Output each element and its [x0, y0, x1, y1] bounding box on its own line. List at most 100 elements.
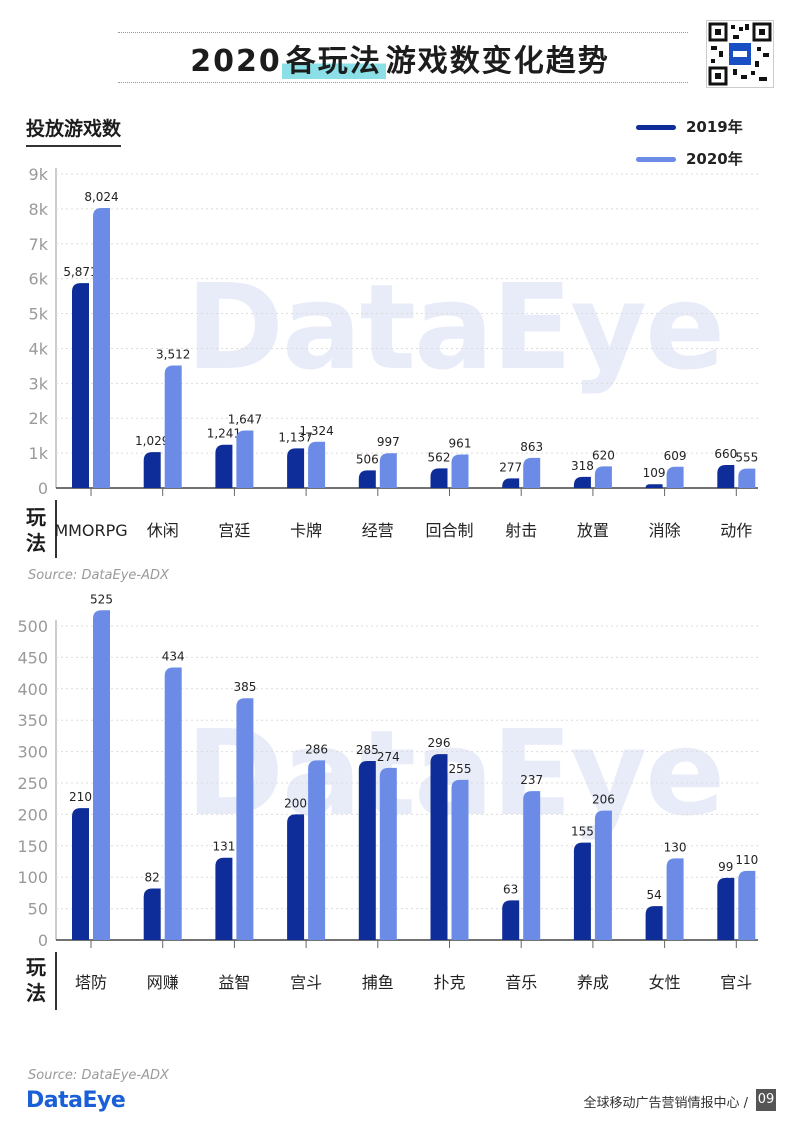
- y-tick-label: 5k: [29, 305, 49, 324]
- data-label: 99: [718, 860, 733, 874]
- data-label: 863: [520, 440, 543, 454]
- data-label: 1,241: [207, 427, 241, 441]
- data-label: 286: [305, 742, 328, 756]
- category-axis-label-top: 玩法: [26, 505, 46, 555]
- x-tick-label: 动作: [720, 521, 752, 540]
- data-label: 237: [520, 773, 543, 787]
- x-tick-label: 经营: [362, 521, 394, 540]
- data-label: 296: [428, 736, 451, 750]
- data-label: 206: [592, 793, 615, 807]
- bar-2019: [645, 484, 663, 488]
- bar-2019: [430, 754, 448, 940]
- y-tick-label: 300: [17, 743, 48, 762]
- header-rule-top: [118, 32, 688, 33]
- x-tick-label: 塔防: [75, 973, 107, 992]
- data-label: 961: [449, 436, 472, 450]
- source-note-top: Source: DataEye-ADX: [28, 568, 169, 583]
- x-tick-label: 休闲: [147, 521, 179, 540]
- y-tick-label: 100: [17, 868, 48, 887]
- y-tick-label: 350: [17, 711, 48, 730]
- source-note-bottom: Source: DataEye-ADX: [28, 1068, 169, 1083]
- bar-2019: [215, 444, 233, 488]
- data-label: 1,137: [278, 430, 312, 444]
- y-tick-label: 500: [17, 617, 48, 636]
- bar-2020: [666, 858, 684, 940]
- bar-2020: [523, 457, 541, 488]
- bar-2019: [430, 468, 448, 488]
- data-label: 130: [664, 840, 687, 854]
- title-rest: 游戏数变化趋势: [385, 44, 610, 79]
- data-label: 318: [571, 459, 594, 473]
- x-tick-label: 消除: [649, 521, 681, 540]
- bar-2020: [594, 810, 612, 940]
- header-rule-bottom: [118, 82, 688, 83]
- bar-2020: [164, 365, 182, 488]
- y-tick-label: 200: [17, 805, 48, 824]
- bar-2019: [358, 761, 376, 940]
- bar-2019: [717, 464, 735, 488]
- x-tick-label: 放置: [577, 521, 609, 540]
- bar-2020: [451, 454, 469, 488]
- bar-2020: [379, 767, 397, 940]
- x-tick-label: 音乐: [505, 973, 537, 992]
- legend-swatch-2019: [636, 125, 676, 130]
- data-label: 562: [428, 450, 451, 464]
- bar-2019: [143, 452, 161, 488]
- bar-2020: [594, 466, 612, 488]
- bar-2019: [143, 888, 161, 940]
- bar-2020: [236, 430, 254, 488]
- bar-2020: [666, 466, 684, 488]
- bar-2020: [236, 698, 254, 940]
- bar-2020: [164, 667, 182, 940]
- y-tick-label: 8k: [29, 200, 49, 219]
- bar-2019: [502, 478, 520, 488]
- bar-2019: [717, 877, 735, 940]
- bar-2019: [72, 808, 89, 940]
- data-label: 385: [233, 680, 256, 694]
- y-tick-label: 7k: [29, 235, 49, 254]
- title-highlight: 各玩法: [281, 44, 386, 79]
- data-label: 525: [90, 592, 113, 606]
- data-label: 274: [377, 750, 400, 764]
- y-tick-label: 4k: [29, 339, 49, 358]
- x-tick-label: 宫斗: [290, 973, 322, 992]
- data-label: 255: [449, 762, 472, 776]
- bar-2019: [502, 900, 520, 940]
- x-tick-label: MMORPG: [54, 521, 127, 540]
- bar-2019: [358, 470, 376, 488]
- watermark-top: DataEye: [186, 258, 725, 396]
- bar-2020: [738, 468, 756, 488]
- bar-2020: [93, 610, 110, 940]
- x-tick-label: 宫廷: [218, 521, 250, 540]
- data-label: 1,647: [228, 413, 262, 427]
- title-year: 2020: [190, 44, 282, 79]
- bar-2020: [451, 779, 469, 940]
- y-tick-label: 1k: [29, 444, 49, 463]
- data-label: 1,324: [299, 424, 333, 438]
- chart-top: 0 1k 2k 3k 4k 5k 6k 7k 8k 9k MMORPG 5,871 8,024 休闲 1,0…: [29, 165, 758, 558]
- data-label: 5,871: [63, 265, 97, 279]
- data-label: 1,029: [135, 434, 169, 448]
- y-tick-label: 3k: [29, 374, 49, 393]
- data-label: 285: [356, 743, 379, 757]
- data-label: 660: [714, 447, 737, 461]
- y-tick-label: 0: [38, 931, 48, 950]
- y-tick-label: 9k: [29, 165, 49, 184]
- y-tick-label: 0: [38, 479, 48, 498]
- x-tick-label: 卡牌: [290, 521, 322, 540]
- bar-2020: [308, 760, 326, 940]
- legend-swatch-2020: [636, 157, 676, 162]
- qr-code-icon: [706, 20, 774, 88]
- data-label: 277: [499, 460, 522, 474]
- chart-bottom: 0 50 100 150 200 250 300 350 400 450 500 塔防 210 525 网赚…: [17, 592, 758, 1010]
- legend-label-2020: 2020年: [686, 150, 743, 168]
- bar-2020: [308, 441, 326, 488]
- section-label: 投放游戏数: [26, 114, 122, 147]
- legend-label-2019: 2019年: [686, 118, 743, 136]
- bar-2019: [287, 814, 305, 940]
- y-tick-label: 250: [17, 774, 48, 793]
- y-tick-label: 6k: [29, 270, 49, 289]
- x-tick-label: 回合制: [425, 521, 473, 540]
- bar-2020: [379, 453, 397, 488]
- data-label: 609: [664, 449, 687, 463]
